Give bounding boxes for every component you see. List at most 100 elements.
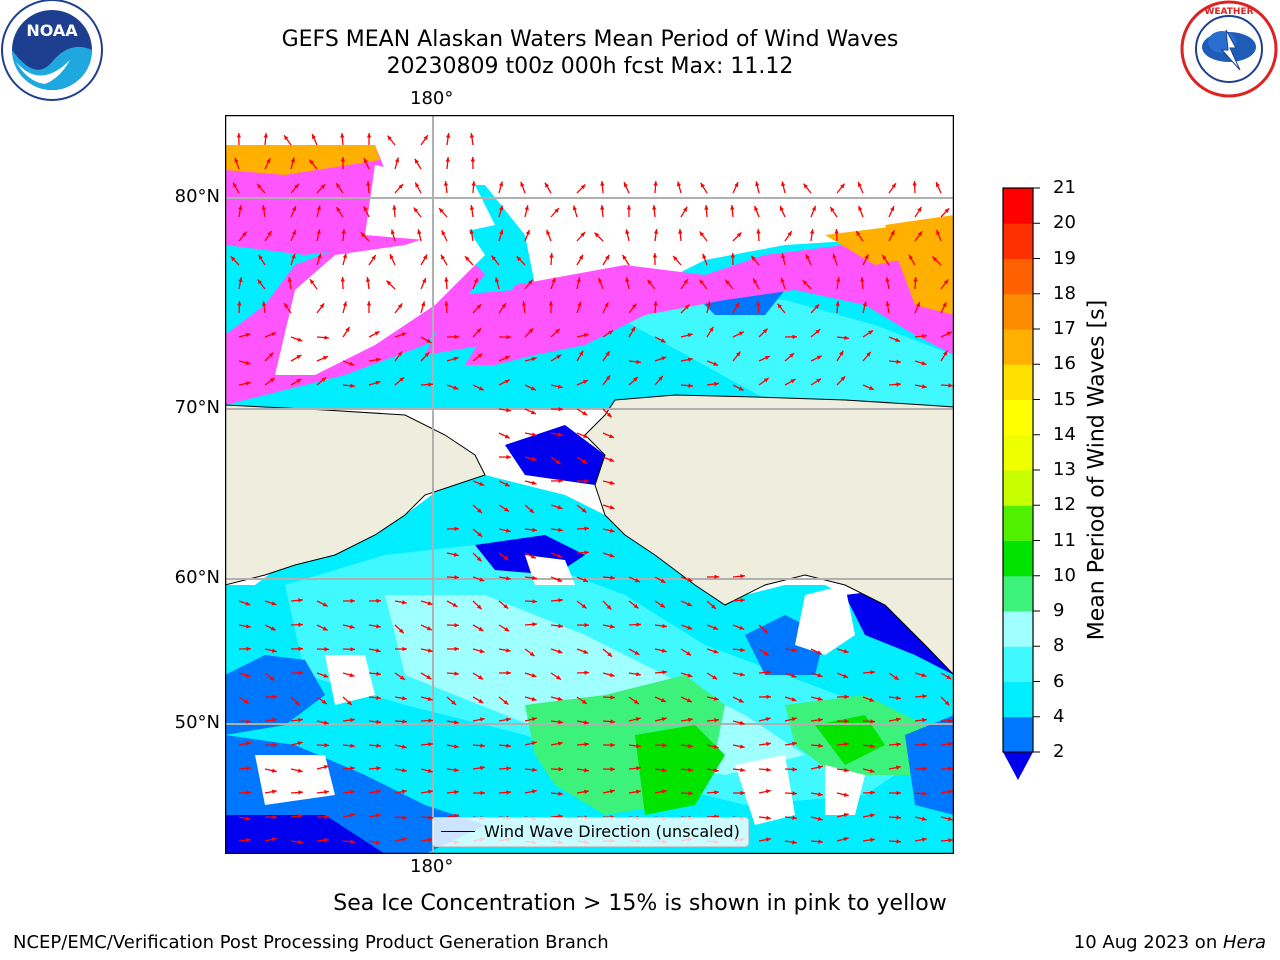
wave-arrow-head xyxy=(944,208,950,213)
wave-arrow-head xyxy=(270,626,276,631)
wave-arrow-head xyxy=(706,301,711,307)
wave-arrow-head xyxy=(473,277,478,283)
wave-arrow-head xyxy=(426,338,432,343)
wave-arrow-head xyxy=(840,183,845,189)
wave-arrow-head xyxy=(687,357,693,362)
wave-arrow-head xyxy=(844,767,849,773)
wave-arrow-head xyxy=(687,333,693,338)
wave-arrow-head xyxy=(443,181,449,186)
wave-arrow-head xyxy=(688,717,693,722)
wave-arrow-head xyxy=(477,353,483,359)
colorbar-bin xyxy=(1003,258,1033,295)
wave-arrow-head xyxy=(441,230,446,236)
wave-arrow-head xyxy=(791,697,797,702)
wave-arrow-head xyxy=(505,528,511,533)
wave-arrow-head xyxy=(516,256,522,262)
wave-arrow-head xyxy=(817,696,823,701)
wave-arrow-head xyxy=(606,604,612,610)
wave-arrow-head xyxy=(753,278,758,284)
wave-arrow-head xyxy=(839,350,844,356)
wave-arrow-head xyxy=(558,598,563,603)
wave-arrow-head xyxy=(789,353,795,358)
wave-arrow-head xyxy=(402,815,407,820)
wave-arrow-head xyxy=(896,382,901,387)
wave-arrow-head xyxy=(856,231,861,237)
wave-arrow-head xyxy=(943,350,948,356)
wave-arrow-head xyxy=(860,277,865,282)
wave-arrow-head xyxy=(653,229,659,234)
wave-arrow-head xyxy=(506,454,511,460)
wave-arrow-head xyxy=(609,505,615,510)
wave-arrow-head xyxy=(454,646,459,652)
wave-arrow-head xyxy=(556,675,562,680)
lat-label-60: 60°N xyxy=(174,567,220,588)
wave-arrow-head xyxy=(554,328,560,334)
wave-arrow-head xyxy=(422,254,428,260)
wave-arrow-head xyxy=(711,604,717,609)
wave-arrow-head xyxy=(843,673,849,678)
wave-arrow-head xyxy=(594,232,600,238)
wave-arrow-head xyxy=(454,623,459,628)
wave-arrow-head xyxy=(298,670,303,676)
wave-arrow-head xyxy=(531,480,537,485)
colorbar-tick-label: 13 xyxy=(1053,459,1076,480)
wave-arrow-head xyxy=(780,277,785,283)
colorbar-tick-label: 11 xyxy=(1053,529,1076,551)
wave-arrow-head xyxy=(832,253,837,259)
footer-machine: Hera xyxy=(1222,932,1266,953)
wave-arrow-head xyxy=(504,507,510,512)
wave-arrow-head xyxy=(922,791,927,796)
wave-arrow-head xyxy=(713,696,719,701)
wave-arrow-head xyxy=(498,181,504,187)
wave-arrow-head xyxy=(524,205,529,211)
wave-arrow-head xyxy=(781,181,786,187)
wave-arrow-head xyxy=(584,742,589,747)
colorbar-tick-label: 9 xyxy=(1053,600,1065,621)
wave-arrow-head xyxy=(932,256,938,262)
colorbar-tick-label: 20 xyxy=(1053,212,1076,234)
wave-arrow-head xyxy=(890,230,895,236)
wave-arrow-head xyxy=(700,182,705,188)
wave-arrow-head xyxy=(600,205,605,210)
wave-arrow-head xyxy=(947,816,953,821)
wave-arrow-head xyxy=(375,648,381,653)
wave-arrow-head xyxy=(805,254,810,260)
wave-arrow-head xyxy=(634,650,640,655)
wave-arrow-head xyxy=(882,254,887,260)
wave-arrow-head xyxy=(291,253,296,259)
wave-arrow-head xyxy=(662,768,667,773)
wave-arrow-head xyxy=(922,334,927,339)
wave-arrow-head xyxy=(944,700,950,706)
wave-arrow-head xyxy=(402,600,407,605)
wave-arrow-head xyxy=(376,719,381,724)
wave-arrow-head xyxy=(298,717,303,723)
wave-arrow-head xyxy=(869,813,875,818)
wave-arrow-head xyxy=(506,766,511,771)
colorbar-tick-label: 19 xyxy=(1053,247,1076,269)
wave-arrow-head xyxy=(755,181,760,187)
wave-arrow-head xyxy=(730,205,735,210)
wave-arrow-head xyxy=(529,508,534,514)
wave-arrow-head xyxy=(349,813,355,818)
colorbar-bin xyxy=(1003,505,1033,541)
wave-arrow-head xyxy=(398,184,403,189)
wave-arrow-head xyxy=(504,355,510,360)
wave-arrow-head xyxy=(557,696,563,701)
wave-arrow-head xyxy=(427,601,433,606)
colorbar-tick-label: 16 xyxy=(1053,353,1076,375)
wave-arrow-head xyxy=(479,577,485,582)
wave-arrow-head xyxy=(818,743,823,748)
wave-arrow-head xyxy=(554,208,559,213)
wave-arrow-head xyxy=(319,303,325,309)
wave-arrow-head xyxy=(401,332,407,337)
wave-arrow-head xyxy=(557,649,563,654)
wave-arrow-head xyxy=(584,789,589,794)
wave-arrow-head xyxy=(230,256,236,262)
wave-arrow-head xyxy=(401,837,407,842)
wave-arrow-head xyxy=(445,133,451,138)
wave-arrow-head xyxy=(740,767,745,773)
wave-arrow-head xyxy=(740,574,745,579)
wave-arrow-head xyxy=(365,277,371,282)
wave-arrow-head xyxy=(870,670,875,675)
wave-arrow-head xyxy=(245,624,251,629)
